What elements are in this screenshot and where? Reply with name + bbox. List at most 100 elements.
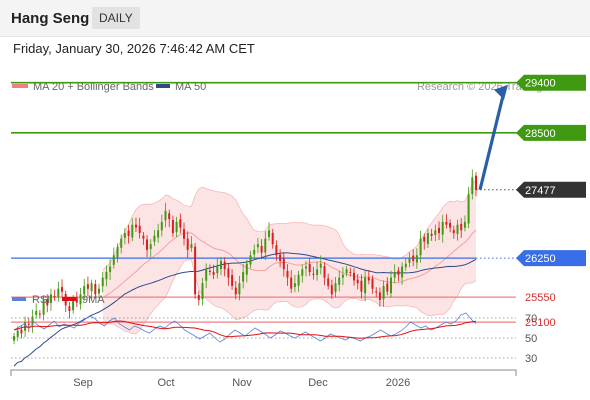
candle: [449, 219, 452, 233]
candle: [390, 270, 392, 298]
candle: [42, 295, 45, 321]
candle: [297, 270, 300, 292]
candle: [205, 263, 208, 289]
candle-body: [112, 255, 115, 265]
candle-body: [101, 277, 104, 287]
candle: [86, 276, 89, 296]
candle-body: [364, 277, 367, 294]
x-tick-label: Oct: [157, 377, 174, 389]
candle-body: [38, 313, 41, 315]
candle-body: [430, 233, 433, 236]
pivot-tag-label: 26250: [525, 253, 556, 265]
candle-body: [75, 297, 78, 303]
candle: [282, 252, 285, 277]
candle: [397, 266, 400, 282]
level-pivot-26250: 26250: [11, 250, 586, 267]
candle-body: [90, 283, 93, 292]
candle-body: [415, 255, 418, 263]
legend-bb-label: MA 20 + Bollinger Bands: [33, 81, 154, 93]
candle: [208, 264, 211, 276]
candle: [441, 214, 444, 243]
candle: [330, 279, 333, 299]
candle-body: [160, 221, 163, 231]
candle: [249, 250, 252, 269]
candle: [415, 248, 418, 269]
candle-body: [153, 235, 156, 242]
x-tick-label: 2026: [386, 377, 410, 389]
candle: [94, 279, 97, 299]
candle-body: [449, 223, 452, 228]
candle-body: [149, 244, 152, 249]
candle-body: [142, 235, 145, 239]
candle: [412, 249, 415, 267]
pivot-tag: [516, 250, 586, 267]
candle-body: [83, 286, 86, 295]
candle: [452, 225, 455, 239]
rsi-tick-label: 70: [525, 313, 537, 325]
candle: [61, 279, 63, 298]
candle-body: [131, 224, 134, 238]
candle-body: [197, 295, 200, 300]
candle: [120, 234, 123, 254]
forecast-arrow-head: [494, 84, 508, 100]
candle-body: [190, 244, 193, 249]
candle: [293, 274, 296, 293]
candle-body: [234, 287, 237, 295]
rsi-ma-legend-swatch: [62, 297, 76, 301]
candle-body: [305, 266, 307, 269]
candle: [153, 230, 156, 246]
candle: [201, 277, 204, 306]
legend-ma50-label: MA 50: [175, 81, 206, 93]
candle: [430, 228, 433, 241]
rsi-ma-line: [13, 320, 477, 339]
candle: [164, 202, 167, 228]
rsi-legend-swatch: [12, 297, 26, 301]
resistance-tag: [516, 74, 586, 91]
candle: [31, 309, 34, 334]
candle-body: [57, 288, 60, 298]
candle: [79, 287, 82, 310]
candle-body: [13, 336, 15, 341]
candle-body: [157, 230, 160, 238]
candle-body: [61, 287, 63, 292]
candle-body: [238, 283, 241, 295]
candle-body: [168, 213, 171, 220]
candle-body: [475, 175, 477, 190]
candle-body: [205, 269, 208, 281]
x-axis-labels: Sep Oct Nov Dec 2026: [73, 377, 410, 389]
candle: [286, 264, 289, 286]
candle-body: [334, 283, 337, 292]
candle-body: [72, 299, 75, 311]
candle: [253, 244, 256, 260]
candle: [408, 252, 411, 268]
candle-body: [242, 272, 245, 282]
candle-body: [135, 224, 137, 228]
candle: [38, 310, 41, 319]
candle-body: [116, 247, 119, 258]
candle-body: [264, 238, 267, 253]
candle-body: [319, 263, 322, 268]
candle-body: [271, 232, 274, 245]
candle-body: [109, 266, 112, 273]
period-button[interactable]: DAILY: [92, 7, 140, 29]
candle-body: [120, 238, 123, 248]
candle: [127, 224, 130, 244]
resistance-tag-label: 29400: [525, 78, 556, 90]
candle-body: [327, 278, 330, 286]
candle: [378, 287, 381, 307]
forecast-arrow-shaft: [478, 91, 506, 191]
level-resistance-28500: 28500: [11, 124, 586, 141]
candle: [305, 261, 307, 277]
candle: [393, 264, 396, 284]
candle: [360, 274, 363, 299]
bollinger-lower-line: [102, 259, 477, 335]
candle: [260, 239, 263, 260]
forecast-arrow: [478, 84, 508, 191]
candle-body: [467, 194, 470, 224]
level-current-27477: 27477: [476, 181, 586, 198]
candle: [467, 186, 470, 229]
level-resistance-29400: 29400: [11, 74, 586, 91]
candle: [27, 317, 30, 333]
candle-body: [212, 272, 215, 275]
candle-body: [404, 263, 407, 268]
